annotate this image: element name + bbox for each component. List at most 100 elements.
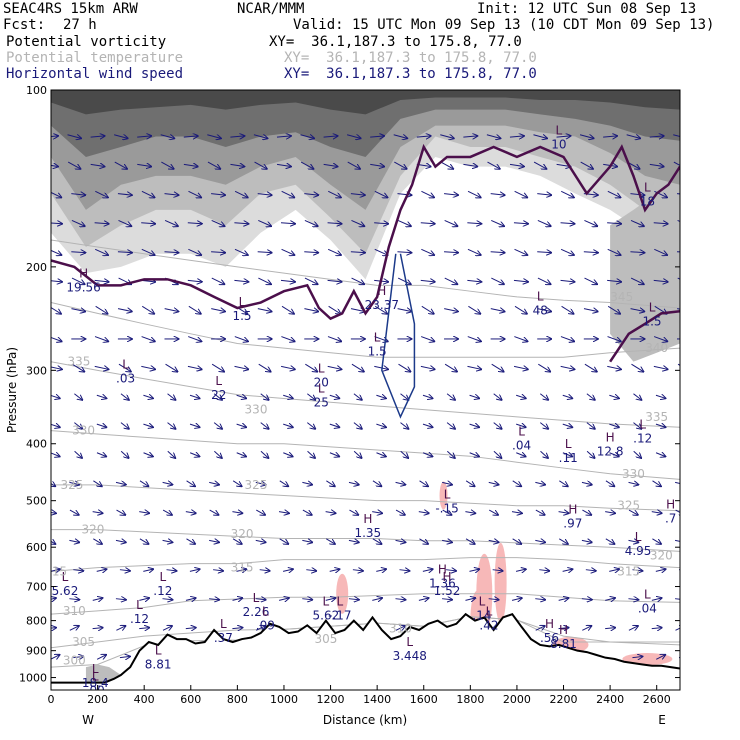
wind-arrow bbox=[444, 363, 457, 371]
pv-extremum-type: L bbox=[318, 362, 325, 376]
wind-arrow bbox=[395, 509, 405, 515]
wind-arrow bbox=[51, 628, 56, 629]
wind-arrow bbox=[633, 422, 641, 429]
wind-arrow bbox=[488, 540, 499, 542]
y-tick-label: 100 bbox=[26, 84, 47, 97]
wind-arrow bbox=[164, 194, 179, 195]
wind-arrow bbox=[209, 509, 219, 515]
pv-extremum-type: L bbox=[159, 570, 166, 584]
wind-arrow bbox=[537, 194, 551, 195]
pv-extremum-type: L bbox=[155, 643, 162, 657]
pv-extremum-type: L bbox=[62, 570, 69, 584]
wind-arrow bbox=[630, 194, 644, 195]
wind-arrow bbox=[117, 252, 132, 253]
wind-arrow bbox=[209, 540, 219, 542]
wind-arrow bbox=[350, 309, 365, 312]
wind-arrow bbox=[302, 482, 312, 484]
wind-arrow bbox=[400, 450, 408, 458]
wind-arrow bbox=[469, 453, 479, 457]
wind-arrow bbox=[348, 599, 359, 600]
wind-arrow bbox=[419, 480, 428, 486]
wind-arrow bbox=[92, 598, 103, 600]
wind-arrow bbox=[113, 135, 128, 139]
wind-arrow bbox=[186, 480, 195, 486]
pv-extremum-type: L bbox=[406, 635, 413, 649]
y-tick-label: 800 bbox=[26, 615, 47, 628]
pv-extremum-value: .37 bbox=[214, 631, 233, 645]
pv-shade-east bbox=[610, 193, 680, 362]
y-tick-label: 600 bbox=[26, 541, 47, 554]
wind-arrow bbox=[94, 280, 109, 281]
wind-arrow bbox=[605, 512, 615, 514]
pv-extremum-value: 25 bbox=[314, 396, 329, 410]
wind-arrow bbox=[51, 164, 58, 166]
wind-arrow bbox=[114, 161, 127, 169]
pv-extremum-value: 2.26 bbox=[243, 605, 270, 619]
wind-arrow bbox=[188, 190, 201, 197]
theta-contour-label: 315 bbox=[231, 561, 254, 575]
wind-arrow bbox=[74, 422, 82, 429]
terrain-fill bbox=[51, 614, 680, 690]
wind-arrow bbox=[581, 540, 592, 542]
wind-arrow bbox=[533, 135, 547, 139]
pv-extremum-type: L bbox=[318, 382, 325, 396]
wind-arrow bbox=[326, 538, 335, 544]
wind-arrow bbox=[516, 395, 526, 398]
wind-arrow bbox=[514, 248, 528, 255]
theta-contour-label: 325 bbox=[61, 478, 84, 492]
wind-arrow bbox=[306, 570, 316, 571]
wind-arrow bbox=[255, 482, 266, 484]
wind-arrow bbox=[628, 626, 638, 630]
theta-contour-label: 305 bbox=[314, 632, 337, 646]
pv-extremum-value: 12.8 bbox=[597, 445, 624, 459]
wind-arrow bbox=[283, 424, 293, 427]
pv-extremum-type: L bbox=[337, 595, 344, 609]
wind-arrow bbox=[139, 512, 149, 514]
wind-arrow bbox=[162, 626, 172, 630]
wind-arrow bbox=[164, 252, 178, 253]
x-tick-label: 1600 bbox=[410, 693, 438, 706]
wind-arrow bbox=[120, 422, 129, 429]
wind-arrow bbox=[607, 336, 621, 342]
wind-arrow bbox=[214, 450, 221, 458]
wind-arrow bbox=[655, 395, 666, 398]
wind-arrow bbox=[281, 305, 294, 313]
wind-arrow bbox=[164, 219, 178, 226]
wind-arrow bbox=[186, 538, 195, 544]
wind-arrow bbox=[490, 252, 505, 253]
y-tick-label: 700 bbox=[26, 581, 47, 594]
wind-arrow bbox=[234, 190, 248, 197]
pv-extremum-type: L bbox=[444, 488, 451, 502]
wind-arrow bbox=[304, 194, 318, 195]
wind-arrow bbox=[468, 305, 480, 313]
wind-arrow bbox=[93, 538, 102, 544]
pv-extremum-value: 8.81 bbox=[550, 637, 577, 651]
wind-arrow bbox=[514, 336, 527, 342]
field-xy-theta: XY= 36.1,187.3 to 175.8, 77.0 bbox=[284, 50, 537, 66]
pv-extremum-value: .03 bbox=[116, 371, 135, 385]
wind-arrow bbox=[609, 424, 619, 427]
wind-arrow bbox=[209, 482, 219, 484]
wind-arrow bbox=[395, 540, 406, 542]
wind-arrow bbox=[605, 480, 614, 486]
wind-arrow bbox=[207, 135, 221, 139]
wind-arrow bbox=[96, 424, 107, 427]
wind-arrow bbox=[607, 223, 621, 224]
wind-arrow bbox=[491, 219, 504, 226]
wind-arrow bbox=[281, 248, 295, 255]
wind-arrow bbox=[370, 136, 384, 137]
wind-arrow bbox=[51, 337, 61, 342]
wind-arrow bbox=[120, 450, 128, 458]
wind-arrow bbox=[167, 393, 176, 400]
wind-arrow bbox=[535, 626, 545, 630]
pv-extremum-value: .97 bbox=[563, 517, 582, 531]
wind-arrow bbox=[655, 453, 665, 457]
y-axis-label: Pressure (hPa) bbox=[5, 347, 19, 433]
pv-extremum-value: .7 bbox=[665, 512, 676, 526]
field-xy-wind: XY= 36.1,187.3 to 175.8, 77.0 bbox=[284, 66, 537, 82]
terrain-surface-line bbox=[51, 612, 680, 684]
wind-arrow bbox=[139, 598, 149, 600]
wind-arrow bbox=[280, 280, 295, 281]
wind-arrow bbox=[329, 453, 339, 457]
wind-arrow bbox=[584, 277, 598, 284]
